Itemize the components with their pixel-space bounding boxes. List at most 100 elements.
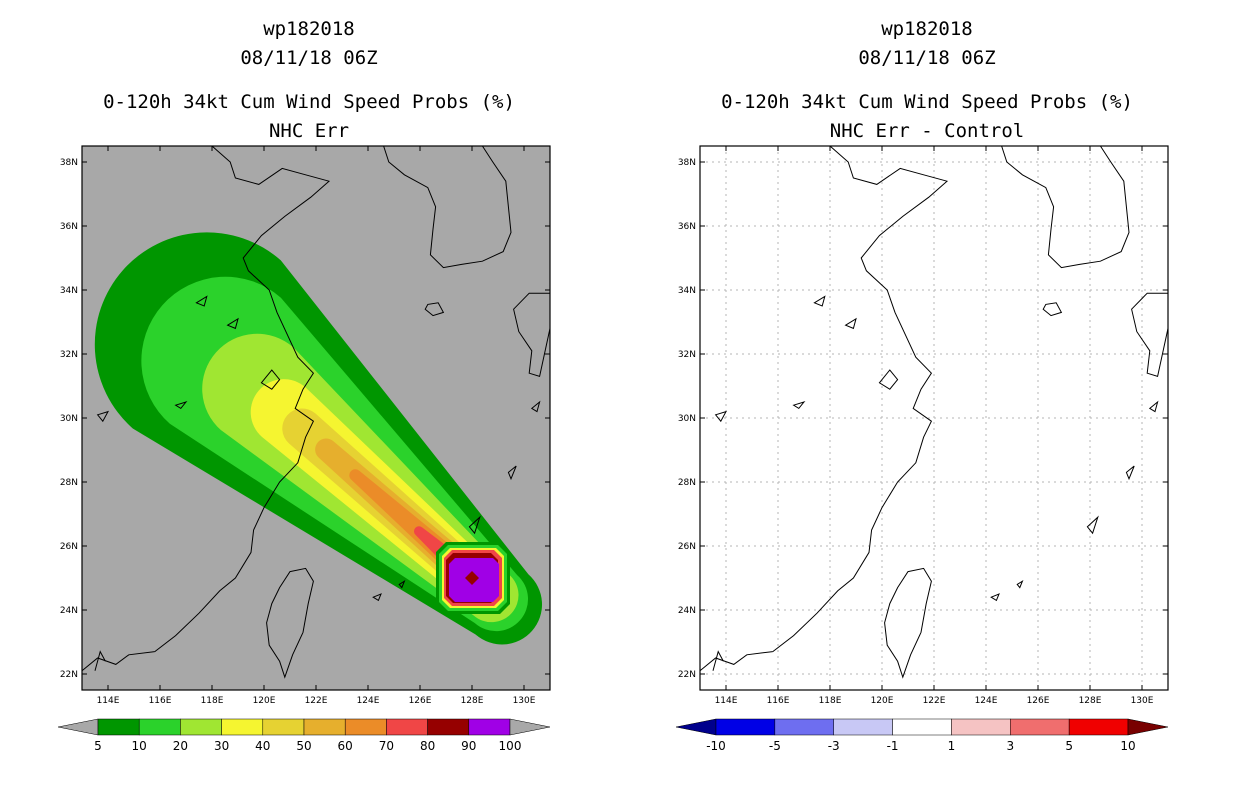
china-coastline: [700, 651, 773, 672]
chart-title: 0-120h 34kt Cum Wind Speed Probs (%): [103, 91, 515, 113]
y-tick-label: 22N: [60, 670, 78, 680]
y-tick-label: 24N: [60, 606, 78, 616]
colorbar-label: 10: [132, 739, 147, 753]
island-outline: [990, 593, 1000, 602]
difference-map: 114E 116E 118E 120E 122E 124E 126E 128E 130E 22N 2…: [675, 145, 1169, 753]
island-outline: [1016, 579, 1024, 589]
taiwan-coastline: [266, 567, 314, 679]
gridlines: [700, 146, 1168, 690]
x-tick-label: 126E: [409, 696, 432, 706]
coastlines: [82, 146, 550, 679]
island-outline: [844, 317, 857, 330]
colorbar-label: -3: [828, 739, 840, 753]
lake-outline: [260, 369, 281, 390]
storm-id: wp182018: [881, 18, 973, 40]
colorbar-swatch: [386, 718, 428, 736]
y-tick-label: 32N: [60, 350, 78, 360]
x-tick-label: 130E: [1131, 696, 1154, 706]
y-tick-label: 36N: [60, 222, 78, 232]
taiwan-coastline: [884, 567, 932, 679]
x-tick-label: 130E: [513, 696, 536, 706]
colorbar: 5 10 20 30 40 50 60 70 80 90 100: [57, 718, 551, 753]
x-tick-label: 128E: [1079, 696, 1102, 706]
colorbar-under-arrow: [675, 718, 717, 736]
island-outline: [174, 401, 188, 410]
colorbar-label: 10: [1120, 739, 1135, 753]
island-outline: [1125, 465, 1135, 481]
probability-map: 114E 116E 118E 120E 122E 124E 126E 128E 130E 22N 2…: [57, 145, 551, 753]
korea-coastline: [383, 146, 512, 269]
x-tick-label: 122E: [305, 696, 328, 706]
colorbar-swatch: [833, 718, 893, 736]
colorbar-label: 80: [420, 739, 435, 753]
island-outline: [1086, 515, 1099, 535]
y-tick-label: 38N: [678, 158, 696, 168]
chart-title: 0-120h 34kt Cum Wind Speed Probs (%): [721, 91, 1133, 113]
island-outline: [792, 401, 806, 410]
x-tick-label: 114E: [97, 696, 120, 706]
kyushu-coastline: [1131, 292, 1168, 378]
colorbar-swatch: [951, 718, 1011, 736]
y-tick-label: 30N: [678, 414, 696, 424]
colorbar-swatch: [344, 718, 387, 736]
y-tick-label: 24N: [678, 606, 696, 616]
probability-panel: wp182018 08/11/18 06Z 0-120h 34kt Cum Wi…: [57, 18, 551, 753]
x-tick-label: 116E: [767, 696, 790, 706]
y-tick-label: 32N: [678, 350, 696, 360]
colorbar-over-arrow: [509, 718, 551, 736]
colorbar-swatch: [180, 718, 222, 736]
lake-outline: [878, 369, 899, 390]
x-tick-label: 124E: [975, 696, 998, 706]
x-tick-label: 118E: [201, 696, 224, 706]
island-outline: [1148, 400, 1159, 413]
y-tick-label: 26N: [678, 542, 696, 552]
x-tick-label: 126E: [1027, 696, 1050, 706]
map-content: [82, 146, 550, 679]
colorbar-swatch: [303, 718, 346, 736]
difference-panel: wp182018 08/11/18 06Z 0-120h 34kt Cum Wi…: [618, 0, 1236, 800]
datetime: 08/11/18 06Z: [240, 47, 378, 69]
colorbar-label: -5: [769, 739, 781, 753]
y-tick-label: 38N: [60, 158, 78, 168]
colorbar-label: 3: [1006, 739, 1014, 753]
colorbar-label: 20: [173, 739, 188, 753]
y-tick-label: 30N: [60, 414, 78, 424]
korea-coastline: [1001, 146, 1130, 269]
colorbar-swatch: [715, 718, 776, 736]
colorbar-swatch: [138, 718, 181, 736]
island-outline: [530, 400, 541, 413]
island-outline: [195, 295, 208, 307]
chart-subtitle: NHC Err - Control: [829, 120, 1025, 142]
china-coastline: [154, 146, 331, 652]
colorbar-swatch: [892, 718, 952, 736]
colorbar-swatch: [221, 718, 264, 736]
china-coastline: [712, 650, 724, 671]
colorbar-over-arrow: [1127, 718, 1169, 736]
y-tick-label: 28N: [678, 478, 696, 488]
chart-subtitle: NHC Err: [268, 120, 350, 142]
island-outline: [96, 410, 110, 423]
storm-id: wp182018: [263, 18, 355, 40]
china-coastline: [772, 146, 949, 652]
colorbar-label: 70: [379, 739, 394, 753]
y-tick-label: 28N: [60, 478, 78, 488]
y-tick-label: 34N: [60, 286, 78, 296]
map-content: [700, 146, 1168, 690]
colorbar-swatch: [1068, 718, 1129, 736]
colorbar-label: 50: [296, 739, 311, 753]
china-coastline: [82, 651, 155, 672]
island-outline: [372, 593, 382, 602]
colorbar-label: 60: [338, 739, 353, 753]
colorbar-swatch: [97, 718, 140, 736]
x-tick-label: 128E: [461, 696, 484, 706]
china-coastline: [94, 650, 106, 671]
y-tick-label: 36N: [678, 222, 696, 232]
colorbar-swatch: [427, 718, 470, 736]
colorbar-label: 30: [214, 739, 229, 753]
x-tick-label: 122E: [923, 696, 946, 706]
y-tick-label: 34N: [678, 286, 696, 296]
kyushu-coastline: [513, 292, 550, 378]
x-tick-label: 118E: [819, 696, 842, 706]
island-outline: [813, 295, 826, 307]
colorbar-label: 90: [461, 739, 476, 753]
